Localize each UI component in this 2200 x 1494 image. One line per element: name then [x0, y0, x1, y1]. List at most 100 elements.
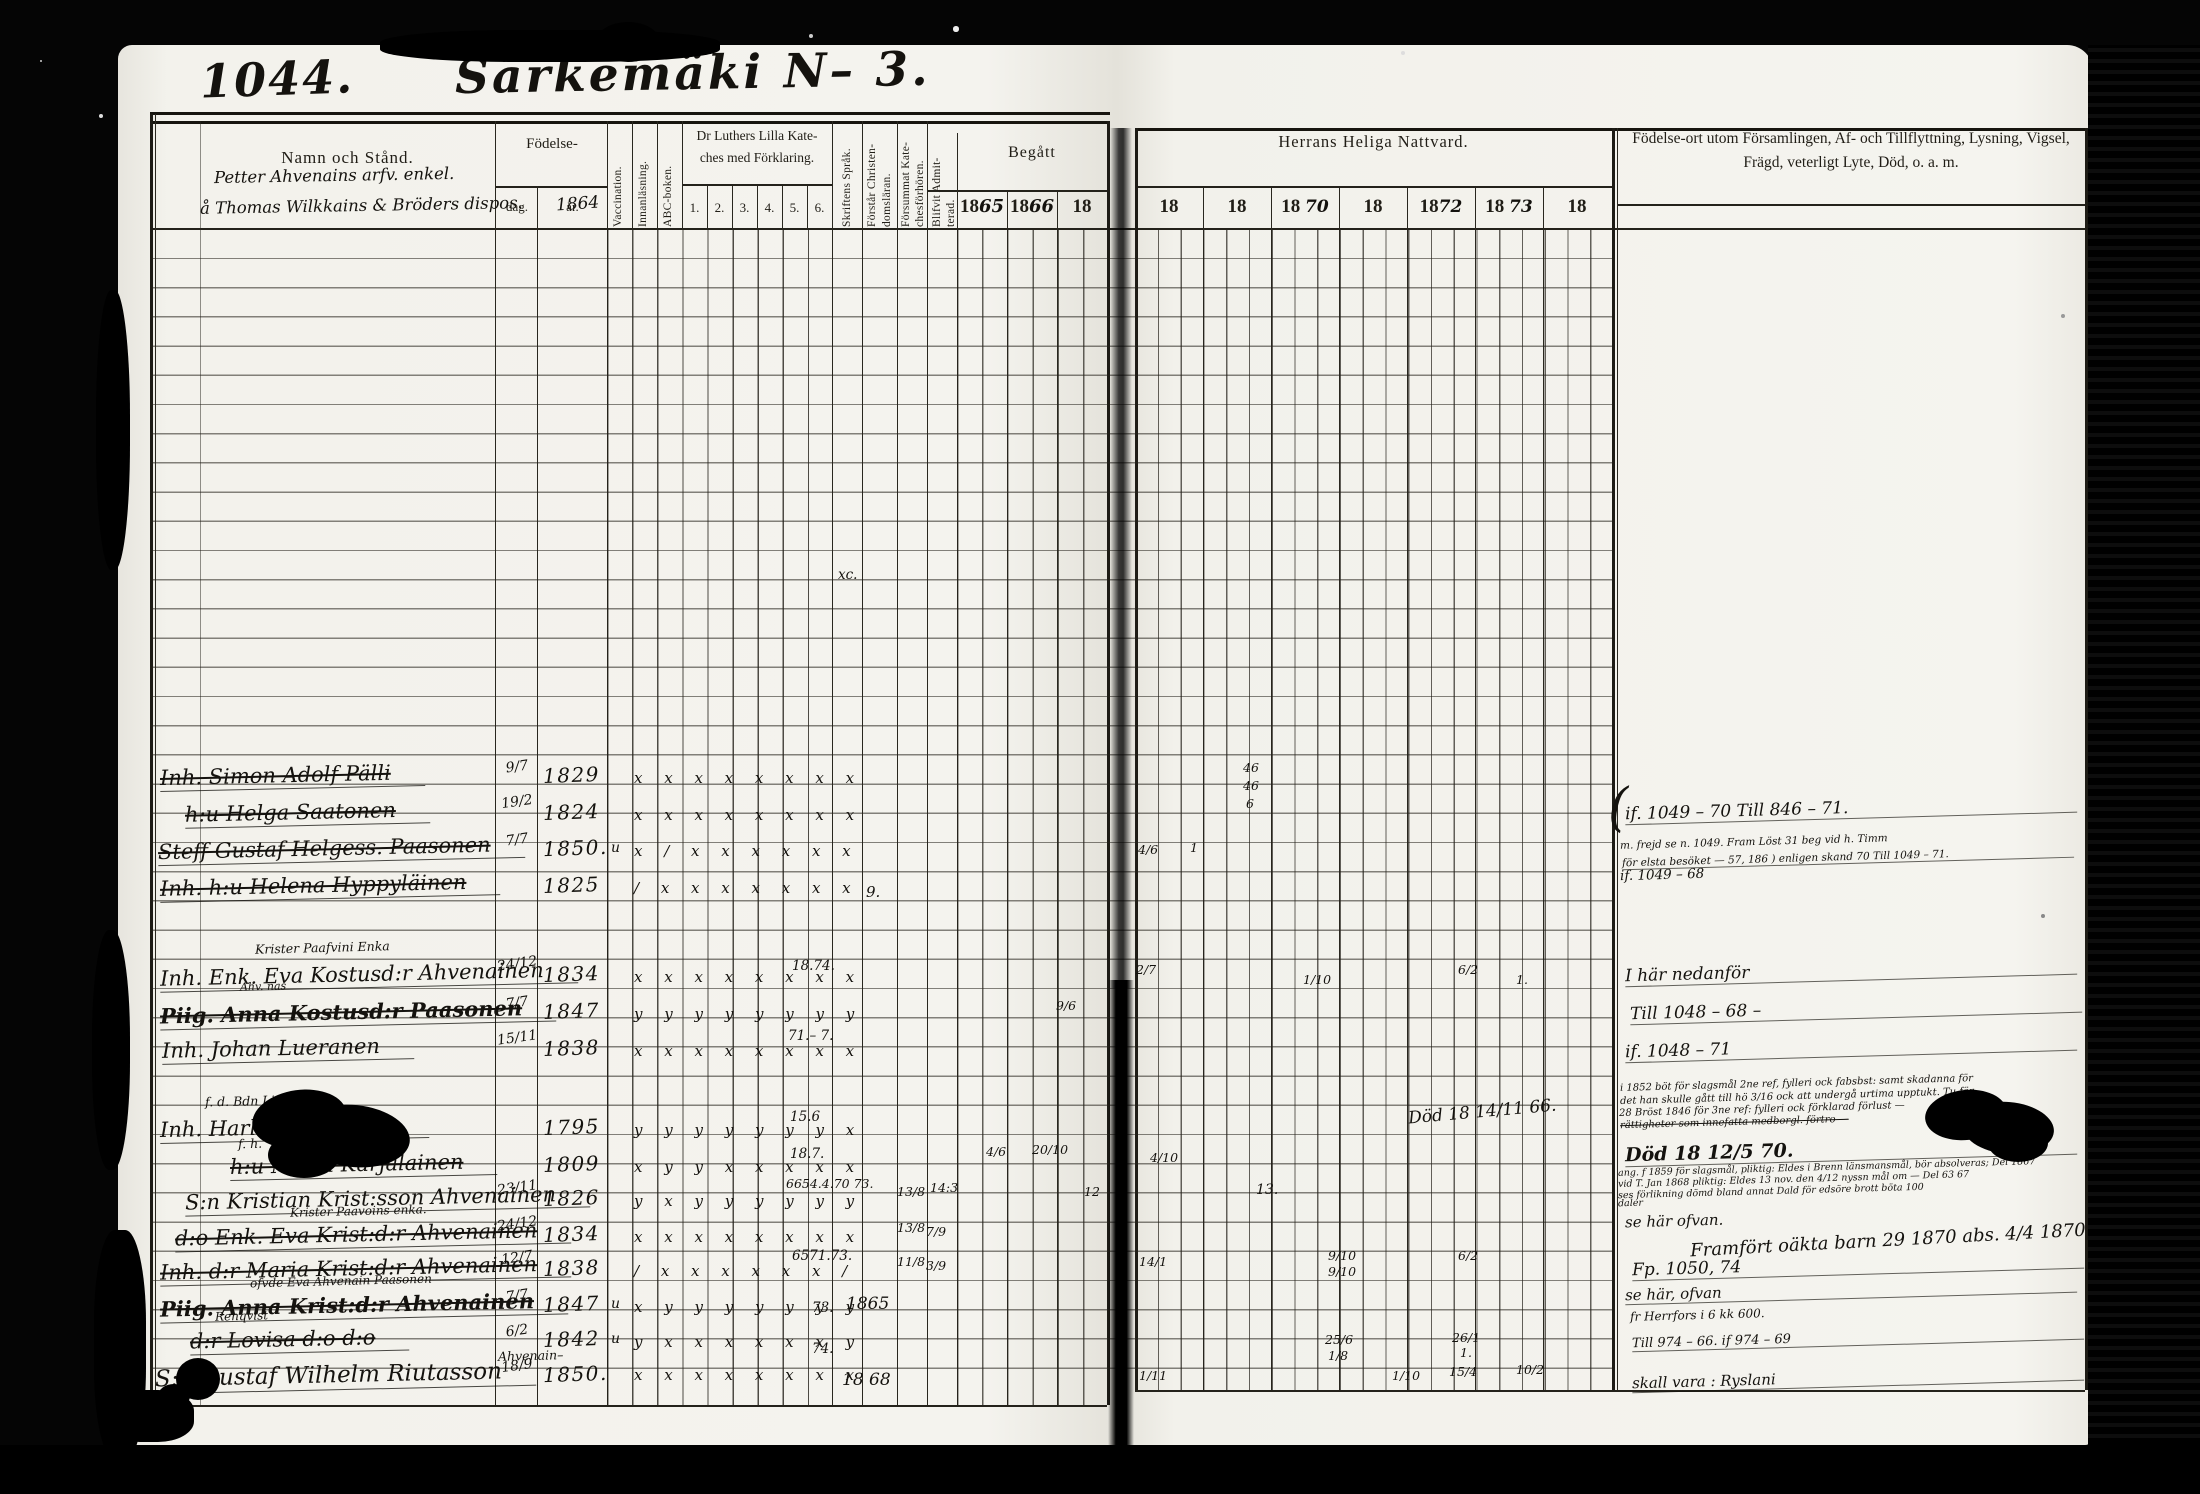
column-header-admitted-2: terad. — [945, 199, 957, 227]
communion-mark: 9/10 — [1328, 1248, 1357, 1263]
column-header-notes-line1: Födelse-ort utom Församlingen, Af- och T… — [1632, 130, 2070, 147]
communion-mark: 1/10 — [1303, 972, 1332, 987]
communion-mark: 13. — [1256, 1182, 1279, 1198]
catechism-marks: x x x x x x x x — [634, 1366, 857, 1384]
communion-year-3: 18 70 — [1271, 196, 1339, 218]
birth-year: 1834 — [542, 961, 601, 987]
communion-mark: 4/6 — [1138, 842, 1159, 857]
communion-mark: 46 — [1243, 760, 1259, 775]
communion-mark: 6/2 — [1458, 1248, 1479, 1263]
birth-year: 1809 — [542, 1151, 601, 1177]
begatt-entry: 1865 — [846, 1294, 890, 1314]
vaccination-mark: u — [611, 840, 621, 856]
communion-year-1: 18 — [1135, 196, 1203, 218]
communion-mark: 14/1 — [1139, 1254, 1168, 1269]
communion-mark: 10/2 — [1516, 1362, 1545, 1377]
brace-mark: ( — [1608, 778, 1629, 838]
communion-year-7: 18 — [1543, 196, 1611, 218]
column-header-catechism-line2: ches med Förklaring. — [699, 150, 815, 165]
script-note: 6571.73. — [792, 1248, 853, 1264]
margin-note: if. 1049 – 68 — [1619, 865, 1705, 885]
vaccination-mark: u — [611, 1296, 621, 1312]
column-header-script-language: Skriftens Språk. — [841, 148, 853, 227]
catechism-col-4: 4. — [764, 200, 775, 215]
column-header-understands-2: domsläran. — [881, 173, 893, 227]
book-gutter-shadow — [1110, 128, 1132, 988]
neglected-mark: 14:3 — [930, 1180, 959, 1195]
script-note: 18.7. — [790, 1146, 825, 1162]
year-handwritten: 65 — [978, 196, 1005, 217]
begatt-year-1: 1865 — [957, 196, 1007, 218]
communion-year-2: 18 — [1203, 196, 1271, 218]
year-printed: 18 — [1419, 196, 1439, 217]
page-number: 1044. — [199, 49, 355, 109]
column-header-vaccination: Vaccination. — [612, 166, 624, 227]
column-header-name: Namn och Stånd. — [281, 148, 414, 167]
catechism-marks: / x x x x x x x — [634, 879, 853, 897]
row-annotation: Ahv. nas — [239, 979, 287, 994]
communion-mark: 2/7 — [1136, 962, 1157, 977]
column-header-abc-book: ABC-boken. — [662, 165, 674, 227]
begatt-mark: 9/6 — [1056, 998, 1077, 1013]
catechism-marks: x x x x x x x x — [634, 806, 857, 824]
communion-mark: 15/4 — [1449, 1364, 1478, 1379]
year-printed: 18 — [1009, 196, 1029, 217]
catechism-marks: x x x x x x x x — [634, 1042, 857, 1060]
communion-mark: 1 — [1190, 840, 1198, 855]
communion-mark: 46 — [1243, 778, 1259, 793]
catechism-col-5: 5. — [789, 200, 800, 215]
script-note: 15.6 — [790, 1109, 821, 1125]
scan-speckles — [40, 60, 42, 62]
begatt-entry: 18 68 — [842, 1370, 891, 1390]
script-note: 18.74. — [792, 958, 835, 974]
communion-mark: 1. — [1460, 1345, 1472, 1360]
birth-year: 1850. — [542, 834, 609, 862]
communion-year-4: 18 — [1339, 196, 1407, 218]
begatt-mark: 12 — [1084, 1184, 1100, 1199]
birth-year: 1850. — [542, 1360, 609, 1388]
communion-mark: 9/10 — [1328, 1264, 1357, 1279]
year-printed: 18 — [1072, 196, 1092, 217]
catechism-col-3: 3. — [739, 200, 750, 215]
script-note: 6654.4.70 73. — [786, 1176, 874, 1191]
margin-note: se här ofvan. — [1624, 1210, 1724, 1232]
begatt-year-3: 18 — [1057, 196, 1107, 218]
catechism-marks: y x x x x x x y — [634, 1333, 857, 1351]
communion-mark: 6/2 — [1458, 962, 1479, 977]
column-header-notes-line2: Frägd, veterligt Lyte, Död, o. a. m. — [1743, 154, 1959, 171]
column-header-birth-year: år. — [566, 199, 579, 214]
birth-year: 1847 — [542, 1291, 601, 1317]
year-printed: 18 — [1227, 196, 1247, 217]
catechism-col-2: 2. — [714, 200, 725, 215]
margin-note: daler — [1617, 1197, 1644, 1210]
catechism-marks: / x x x x x x / — [634, 1262, 850, 1280]
column-header-catechism-line1: Dr Luthers Lilla Kate- — [696, 128, 818, 143]
year-printed: 18 — [959, 196, 979, 217]
begatt-year-2: 1866 — [1007, 196, 1057, 218]
catechism-marks: x y y x x x x x — [634, 1158, 857, 1176]
column-header-understands-1: Förstår Christen- — [866, 143, 878, 227]
year-printed: 18 — [1159, 196, 1179, 217]
column-header-birth-day: dag. — [505, 199, 529, 214]
communion-year-5: 1872 — [1407, 196, 1475, 218]
year-printed: 18 — [1281, 196, 1301, 217]
communion-mark: 25/6 — [1325, 1332, 1354, 1347]
birth-year: 1834 — [542, 1221, 601, 1247]
communion-mark: 26/1 — [1452, 1330, 1481, 1345]
birth-year: 1838 — [542, 1255, 601, 1281]
year-handwritten: 72 — [1438, 197, 1463, 217]
neglected-mark: 13/8 — [897, 1220, 926, 1235]
book-gutter-fold — [1108, 980, 1134, 1445]
vaccination-mark: u — [611, 1331, 621, 1347]
neglected-mark: 11/8 — [897, 1254, 926, 1269]
catechism-marks: x x x x x x x x — [634, 1228, 857, 1246]
catechism-marks: y x y y y y y y — [634, 1192, 857, 1210]
birth-year: 1795 — [542, 1114, 601, 1140]
begatt-mark: 4/6 — [986, 1144, 1007, 1159]
script-note: 73. — [812, 1300, 834, 1316]
catechism-marks: x x x x x x x x — [634, 769, 857, 787]
year-printed: 18 — [1567, 196, 1587, 217]
row-annotation: Renqvist — [214, 1308, 269, 1324]
year-handwritten: 66 — [1028, 196, 1055, 217]
